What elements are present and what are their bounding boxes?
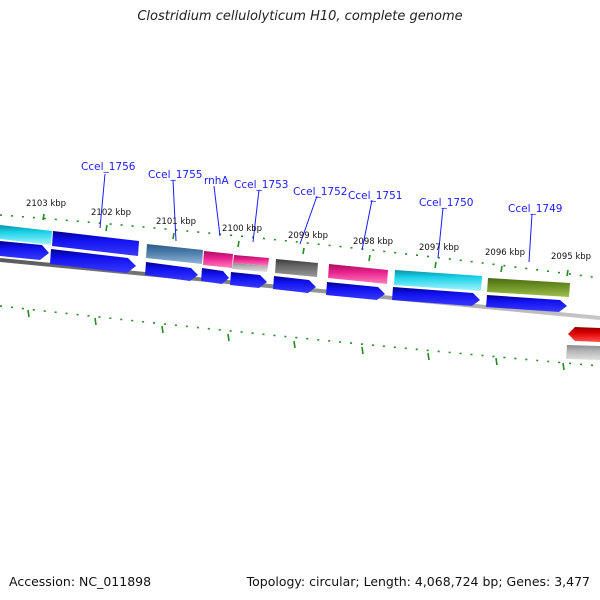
kbp-label-2102: 2102 kbp	[91, 208, 131, 218]
gene-label-ccel-1753[interactable]: Ccel_1753	[234, 179, 288, 191]
feature-bar-red[interactable]	[568, 327, 600, 342]
outer-major-ticks	[42, 213, 569, 277]
accession-text: Accession: NC_011898	[9, 574, 152, 589]
feature-bar-pink-1751[interactable]	[328, 264, 388, 284]
gene-label-ccel-1756[interactable]: Ccel_1756	[81, 161, 136, 173]
leader-lines	[99, 173, 533, 263]
gene-label-ccel-1749[interactable]: Ccel_1749	[508, 203, 562, 215]
cds-arrow-1749[interactable]	[486, 295, 567, 312]
feature-bar-pink-1753[interactable]	[233, 255, 269, 266]
outer-tick-ring	[0, 214, 600, 279]
topology-text: Topology: circular; Length: 4,068,724 bp…	[246, 574, 590, 589]
feature-bar-pink-rnhA[interactable]	[203, 251, 233, 268]
kbp-label-2099: 2099 kbp	[288, 231, 328, 241]
gene-label-ccel-1752[interactable]: Ccel_1752	[293, 186, 347, 198]
cds-arrow-1[interactable]	[0, 241, 49, 260]
cds-arrow-1753[interactable]	[230, 272, 267, 288]
feature-bar-lgray-1753[interactable]	[232, 263, 268, 272]
gene-label-ccel-1755[interactable]: Ccel_1755	[148, 169, 202, 181]
cds-arrow-1756[interactable]	[50, 249, 136, 273]
cds-arrow-1751[interactable]	[326, 282, 385, 300]
kbp-labels: 2103 kbp 2102 kbp 2101 kbp 2100 kbp 2099…	[26, 199, 591, 262]
gene-labels: Ccel_1756 Ccel_1755 rnhA Ccel_1753 Ccel_…	[81, 161, 562, 215]
cds-track	[0, 241, 567, 312]
kbp-label-2103: 2103 kbp	[26, 199, 66, 209]
gene-label-ccel-1751[interactable]: Ccel_1751	[348, 190, 402, 202]
feature-bar-olive-1749[interactable]	[487, 278, 570, 297]
kbp-label-2101: 2101 kbp	[156, 217, 196, 227]
cds-arrow-1750[interactable]	[392, 287, 480, 306]
feature-bar-steel-1755[interactable]	[146, 244, 203, 264]
feature-bar-lightgray[interactable]	[566, 345, 600, 360]
feature-bar-gray-1752[interactable]	[275, 259, 318, 277]
gene-label-ccel-1750[interactable]: Ccel_1750	[419, 197, 473, 209]
cds-arrow-1755[interactable]	[145, 262, 198, 281]
kbp-label-2098: 2098 kbp	[353, 237, 393, 247]
feature-bar-blue-1756[interactable]	[52, 231, 139, 256]
cds-arrow-rnhA[interactable]	[201, 268, 229, 284]
inner-tick-ring	[0, 305, 600, 371]
feature-bar-cyan-left[interactable]	[0, 225, 52, 245]
gene-label-rnha[interactable]: rnhA	[204, 175, 229, 187]
feature-bar-cyan-1750[interactable]	[394, 270, 482, 291]
feature-track	[0, 225, 570, 297]
cds-arrow-1752[interactable]	[273, 276, 316, 293]
kbp-label-2097: 2097 kbp	[419, 243, 459, 253]
map-title: Clostridium cellulolyticum H10, complete…	[137, 9, 463, 24]
kbp-label-2095: 2095 kbp	[551, 252, 591, 262]
kbp-label-2100: 2100 kbp	[222, 224, 262, 234]
kbp-label-2096: 2096 kbp	[485, 248, 525, 258]
